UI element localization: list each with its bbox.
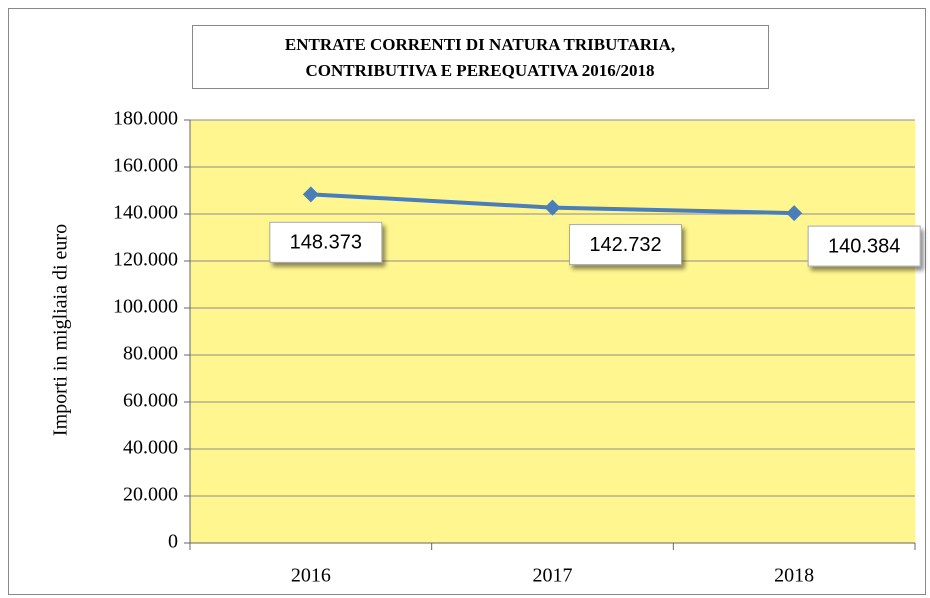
- marker: [786, 205, 803, 222]
- marker: [544, 199, 561, 216]
- y-axis-label: Importi in migliaia di euro: [50, 224, 72, 436]
- y-tick-label: 180.000: [113, 108, 178, 130]
- title-box: [192, 25, 769, 89]
- chart-title: ENTRATE CORRENTI DI NATURA TRIBUTARIA,: [285, 35, 675, 54]
- x-tick-label: 2017: [533, 565, 573, 587]
- x-tick-label: 2018: [774, 565, 814, 587]
- marker: [302, 186, 319, 203]
- y-tick-label: 20.000: [123, 484, 178, 506]
- y-tick-label: 80.000: [123, 343, 178, 365]
- y-tick-label: 40.000: [123, 437, 178, 459]
- plot-area: [184, 119, 916, 550]
- y-tick-label: 60.000: [123, 390, 178, 412]
- y-tick-label: 0: [168, 531, 178, 553]
- data-label: 148.373: [290, 232, 362, 254]
- y-tick-label: 100.000: [113, 296, 178, 318]
- chart-title: CONTRIBUTIVA E PEREQUATIVA 2016/2018: [305, 61, 654, 80]
- y-tick-label: 160.000: [113, 155, 178, 177]
- y-tick-label: 120.000: [113, 249, 178, 271]
- data-label-box: [569, 224, 682, 266]
- data-label-box: [807, 225, 921, 267]
- data-label-box: [269, 221, 383, 263]
- plot-background: [190, 120, 915, 543]
- y-tick-label: 140.000: [113, 202, 178, 224]
- data-label: 142.732: [589, 234, 661, 256]
- x-tick-label: 2016: [291, 565, 331, 587]
- data-label: 140.384: [828, 235, 900, 257]
